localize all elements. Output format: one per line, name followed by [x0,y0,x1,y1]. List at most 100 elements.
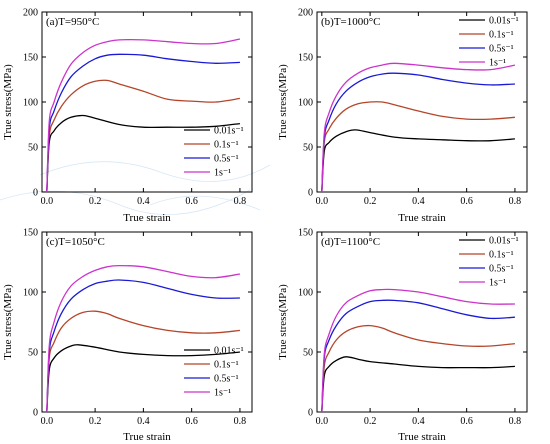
legend-label: 0.1s⁻¹ [489,30,514,41]
legend-label: 0.01s⁻¹ [214,126,244,137]
series-line [46,114,241,193]
tick-layer: 0.0 0.2 0.4 0.6 0.8 0 50 100 150 200 [298,8,527,207]
y-tick-label: 200 [23,8,38,19]
legend: 0.01s⁻¹ 0.1s⁻¹ 0.5s⁻¹ 1s⁻¹ [184,346,244,399]
chart-title: (c)T=1050°C [46,236,105,248]
y-tick-label: 150 [23,53,38,64]
x-axis-label: True strain [398,431,446,443]
watermark-stroke [149,195,261,211]
x-tick-label: 0.6 [460,196,473,207]
series-line [46,279,240,413]
x-tick-label: 0.4 [137,416,150,427]
y-tick-label: 100 [23,288,38,299]
x-axis-label: True strain [123,212,171,224]
series-line [46,53,240,193]
x-tick-label: 0.0 [41,196,54,207]
x-tick-label: 0.0 [316,416,329,427]
legend-label: 0.1s⁻¹ [214,140,239,151]
series-line [321,299,515,413]
series-line [321,72,515,193]
y-tick-label: 100 [298,98,313,109]
legend-label: 1s⁻¹ [489,278,506,289]
y-axis-label: True stress(MPa) [277,284,289,360]
x-tick-label: 0.2 [364,416,377,427]
x-tick-label: 0.2 [89,196,102,207]
series-line [46,38,241,193]
legend-label: 1s⁻¹ [214,168,231,179]
series-line [46,310,240,413]
series-line [321,324,515,413]
x-tick-label: 0.4 [412,196,425,207]
x-tick-label: 0.0 [41,416,54,427]
series-line [46,344,240,413]
series-layer [46,264,241,413]
y-tick-label: 50 [303,143,313,154]
x-tick-label: 0.8 [509,196,522,207]
tick-layer: 0.0 0.2 0.4 0.6 0.8 0 50 100 150 200 [23,8,252,207]
x-tick-label: 0.6 [460,416,473,427]
y-tick-label: 100 [298,288,313,299]
y-tick-label: 150 [298,53,313,64]
legend-label: 0.1s⁻¹ [214,360,239,371]
legend-label: 0.01s⁻¹ [489,16,519,27]
x-tick-label: 0.0 [316,196,329,207]
x-tick-label: 0.8 [509,416,522,427]
y-axis-label: True stress(MPa) [277,64,289,140]
series-line [321,129,515,193]
x-tick-label: 0.2 [89,416,102,427]
series-layer [321,288,515,413]
x-axis-label: True strain [123,431,171,443]
panel-d: 0.0 0.2 0.4 0.6 0.8 0 50 100 150 (d)T=1100°C Tru… [277,228,528,443]
y-tick-label: 50 [303,348,313,359]
chart-title: (d)T=1100°C [321,236,380,248]
series-line [321,62,516,193]
tick-layer: 0.0 0.2 0.4 0.6 0.8 0 50 100 150 [23,228,252,427]
y-tick-label: 200 [298,8,313,19]
y-tick-label: 150 [298,228,313,239]
y-tick-label: 0 [308,188,313,199]
plot-frame [316,231,528,413]
plot-frame [41,231,253,413]
x-tick-label: 0.2 [364,196,377,207]
chart-title: (b)T=1000°C [321,16,381,28]
legend-label: 0.5s⁻¹ [214,374,239,385]
y-tick-label: 0 [33,188,38,199]
series-line [46,79,241,193]
chart-title: (a)T=950°C [46,16,99,28]
series-layer [46,38,241,193]
y-tick-label: 150 [23,228,38,239]
x-tick-label: 0.8 [234,416,247,427]
x-tick-label: 0.8 [234,196,247,207]
watermark-stroke [0,189,251,215]
x-tick-label: 0.4 [137,196,150,207]
legend: 0.01s⁻¹ 0.1s⁻¹ 0.5s⁻¹ 1s⁻¹ [459,236,519,289]
legend-label: 1s⁻¹ [489,58,506,69]
legend-label: 0.01s⁻¹ [489,236,519,247]
y-axis-label: True stress(MPa) [2,64,14,140]
series-line [321,101,515,193]
y-tick-label: 0 [33,408,38,419]
legend-label: 0.5s⁻¹ [489,44,514,55]
series-line [46,264,241,413]
x-tick-label: 0.6 [185,196,198,207]
legend: 0.01s⁻¹ 0.1s⁻¹ 0.5s⁻¹ 1s⁻¹ [184,126,244,179]
legend: 0.01s⁻¹ 0.1s⁻¹ 0.5s⁻¹ 1s⁻¹ [459,16,519,69]
legend-label: 0.5s⁻¹ [489,264,514,275]
legend-label: 0.5s⁻¹ [214,154,239,165]
x-tick-label: 0.4 [412,416,425,427]
panel-a: 0.0 0.2 0.4 0.6 0.8 0 50 100 150 200 (a)T=950°C T… [2,8,253,224]
x-axis-label: True strain [398,212,446,224]
y-tick-label: 100 [23,98,38,109]
tick-layer: 0.0 0.2 0.4 0.6 0.8 0 50 100 150 [298,228,527,427]
y-tick-label: 50 [28,348,38,359]
legend-label: 0.01s⁻¹ [214,346,244,357]
y-axis-label: True stress(MPa) [2,284,14,360]
legend-label: 0.1s⁻¹ [489,250,514,261]
watermark-strokes [0,161,271,215]
watermark-stroke [39,161,271,182]
panel-c: 0.0 0.2 0.4 0.6 0.8 0 50 100 150 (c)T=1050°C Tru… [2,228,253,443]
series-line [321,356,515,413]
